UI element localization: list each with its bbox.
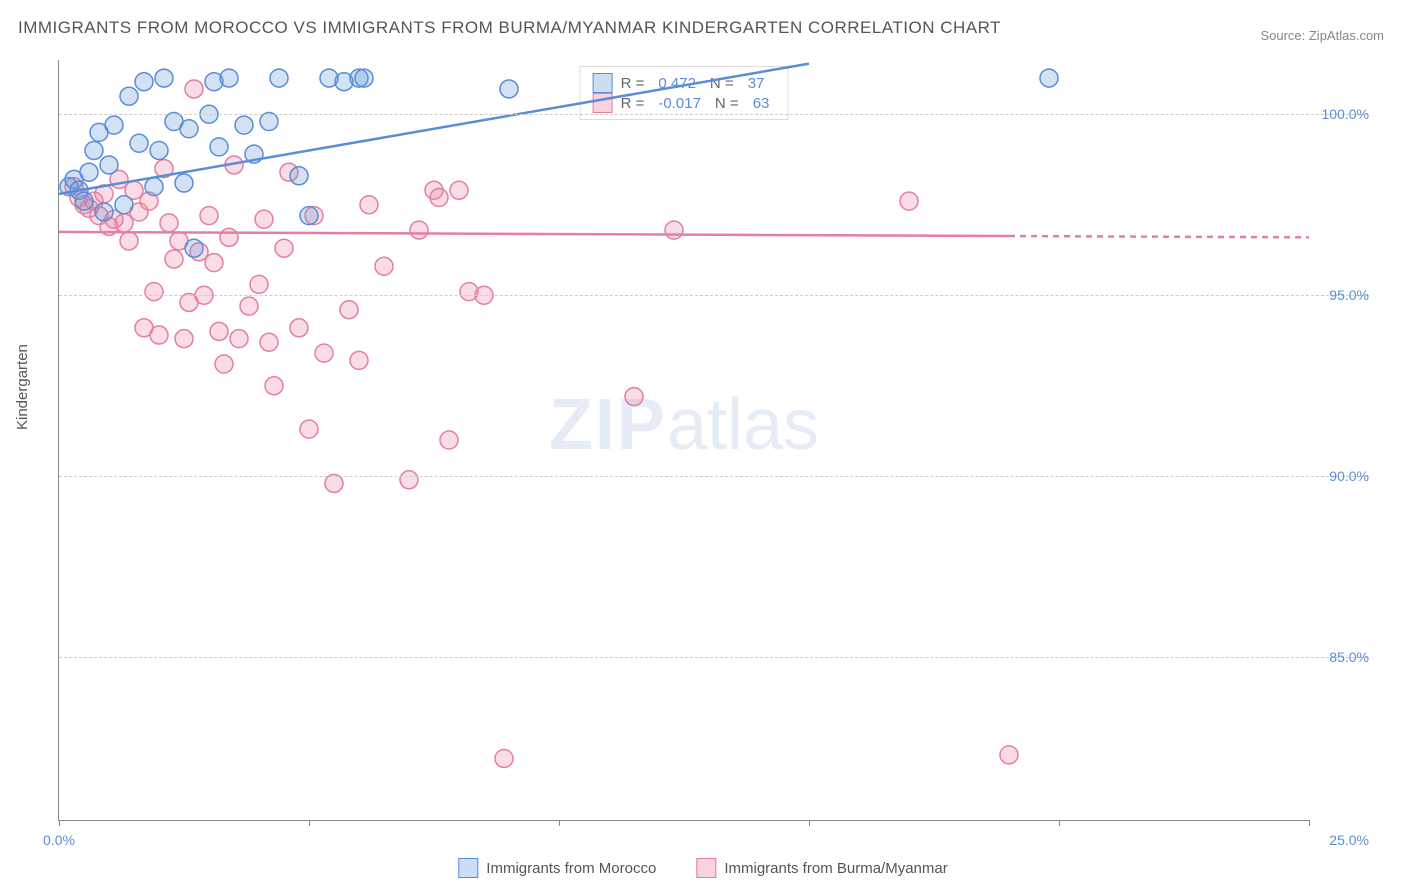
data-point: [290, 167, 308, 185]
data-point: [160, 214, 178, 232]
data-point: [145, 283, 163, 301]
data-point: [150, 141, 168, 159]
data-point: [165, 250, 183, 268]
data-point: [430, 189, 448, 207]
legend-item-morocco: Immigrants from Morocco: [458, 858, 656, 878]
data-point: [275, 239, 293, 257]
x-tick: [1059, 820, 1060, 826]
data-point: [85, 141, 103, 159]
chart-svg: [59, 60, 1309, 820]
data-point: [230, 330, 248, 348]
data-point: [500, 80, 518, 98]
data-point: [220, 228, 238, 246]
data-point: [250, 275, 268, 293]
x-tick: [1309, 820, 1310, 826]
data-point: [200, 207, 218, 225]
source-attribution: Source: ZipAtlas.com: [1260, 28, 1384, 43]
data-point: [1000, 746, 1018, 764]
data-point: [215, 355, 233, 373]
y-tick-label: 95.0%: [1317, 287, 1369, 303]
y-tick-label: 90.0%: [1317, 468, 1369, 484]
data-point: [265, 377, 283, 395]
data-point: [900, 192, 918, 210]
data-point: [130, 134, 148, 152]
y-tick-label: 100.0%: [1317, 106, 1369, 122]
data-point: [75, 192, 93, 210]
x-tick: [559, 820, 560, 826]
data-point: [315, 344, 333, 362]
data-point: [300, 207, 318, 225]
data-point: [350, 351, 368, 369]
data-point: [375, 257, 393, 275]
legend-label-burma: Immigrants from Burma/Myanmar: [724, 860, 947, 877]
swatch-pink-icon: [696, 858, 716, 878]
data-point: [180, 120, 198, 138]
data-point: [120, 232, 138, 250]
data-point: [175, 174, 193, 192]
data-point: [185, 80, 203, 98]
data-point: [175, 330, 193, 348]
gridline: [59, 114, 1369, 115]
x-tick: [809, 820, 810, 826]
data-point: [115, 214, 133, 232]
data-point: [210, 138, 228, 156]
x-tick: [59, 820, 60, 826]
swatch-blue-icon: [458, 858, 478, 878]
gridline: [59, 295, 1369, 296]
data-point: [665, 221, 683, 239]
data-point: [290, 319, 308, 337]
data-point: [105, 116, 123, 134]
data-point: [120, 87, 138, 105]
x-tick-label: 25.0%: [1329, 832, 1369, 848]
trend-line: [59, 232, 1009, 236]
data-point: [495, 749, 513, 767]
data-point: [135, 73, 153, 91]
x-tick-label: 0.0%: [43, 832, 75, 848]
data-point: [235, 116, 253, 134]
data-point: [355, 69, 373, 87]
data-point: [270, 69, 288, 87]
data-point: [80, 163, 98, 181]
x-tick: [309, 820, 310, 826]
legend-item-burma: Immigrants from Burma/Myanmar: [696, 858, 947, 878]
data-point: [145, 178, 163, 196]
data-point: [205, 254, 223, 272]
y-axis-label: Kindergarten: [14, 344, 31, 430]
data-point: [340, 301, 358, 319]
data-point: [240, 297, 258, 315]
data-point: [440, 431, 458, 449]
data-point: [150, 326, 168, 344]
data-point: [100, 156, 118, 174]
gridline: [59, 476, 1369, 477]
data-point: [450, 181, 468, 199]
legend-label-morocco: Immigrants from Morocco: [486, 860, 656, 877]
data-point: [155, 69, 173, 87]
data-point: [95, 203, 113, 221]
y-tick-label: 85.0%: [1317, 649, 1369, 665]
data-point: [115, 196, 133, 214]
trend-line: [1009, 236, 1309, 237]
data-point: [400, 471, 418, 489]
data-point: [220, 69, 238, 87]
data-point: [300, 420, 318, 438]
chart-title: IMMIGRANTS FROM MOROCCO VS IMMIGRANTS FR…: [18, 18, 1001, 38]
data-point: [360, 196, 378, 214]
data-point: [260, 333, 278, 351]
plot-area: ZIPatlas R = 0.472 N = 37 R = -0.017 N =…: [58, 60, 1309, 821]
data-point: [410, 221, 428, 239]
series-legend: Immigrants from Morocco Immigrants from …: [458, 858, 947, 878]
data-point: [255, 210, 273, 228]
data-point: [625, 388, 643, 406]
data-point: [185, 239, 203, 257]
gridline: [59, 657, 1369, 658]
data-point: [1040, 69, 1058, 87]
data-point: [210, 322, 228, 340]
